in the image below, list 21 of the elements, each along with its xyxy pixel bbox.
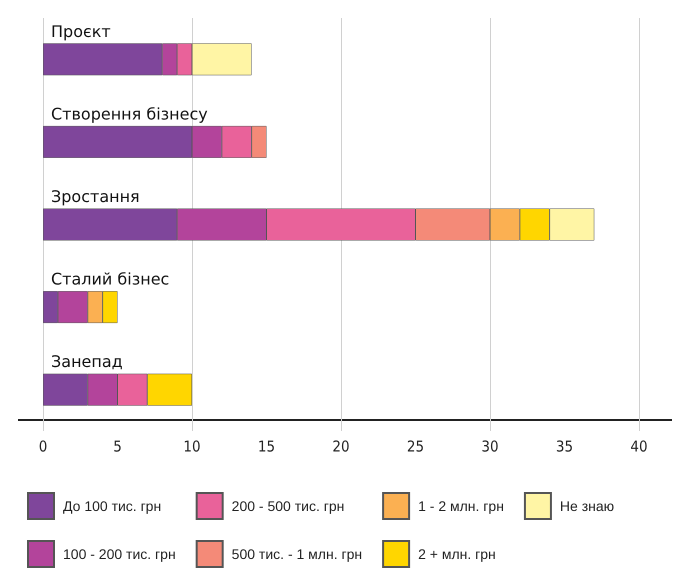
x-tick-label: 35 — [556, 438, 574, 456]
y-tick-label: Створення бізнесу — [51, 104, 208, 124]
legend-label: 1 - 2 млн. грн — [418, 498, 504, 514]
x-tick-label: 40 — [630, 438, 648, 456]
y-tick-label: Зростання — [51, 187, 140, 206]
legend-label: 200 - 500 тис. грн — [232, 498, 344, 514]
x-tick-label: 20 — [332, 438, 350, 456]
x-tick-label: 10 — [183, 438, 201, 456]
legend-label: 500 тис. - 1 млн. грн — [232, 546, 362, 562]
legend-label: 100 - 200 тис. грн — [63, 546, 176, 562]
y-tick-label: Сталий бізнес — [51, 270, 170, 289]
y-tick-label: Проєкт — [51, 22, 111, 41]
legend-label: Не знаю — [560, 498, 614, 514]
x-tick-label: 5 — [113, 438, 122, 456]
x-tick-label: 0 — [38, 438, 48, 456]
legend-label: 2 + млн. грн — [418, 546, 496, 562]
x-tick-label: 30 — [481, 438, 499, 456]
legend-label: До 100 тис. грн — [63, 498, 162, 514]
y-tick-label: Занепад — [51, 352, 123, 372]
x-tick-label: 15 — [258, 438, 276, 456]
x-tick-label: 25 — [406, 438, 424, 456]
